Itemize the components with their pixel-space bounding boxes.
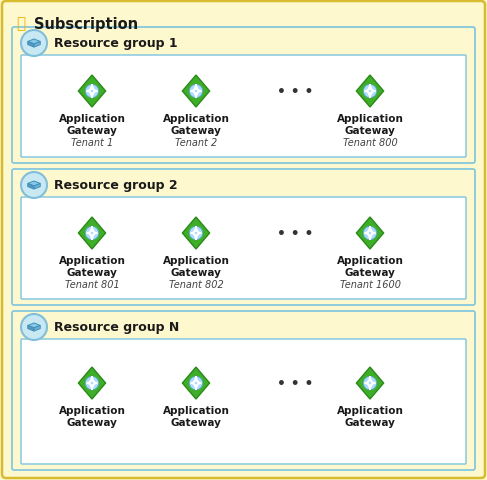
Text: Tenant 800: Tenant 800 — [343, 138, 397, 148]
Circle shape — [21, 31, 47, 57]
Text: Subscription: Subscription — [34, 17, 138, 32]
Polygon shape — [34, 42, 40, 48]
Circle shape — [363, 85, 377, 98]
Polygon shape — [34, 326, 40, 331]
Text: Gateway: Gateway — [67, 417, 117, 427]
FancyBboxPatch shape — [12, 28, 475, 164]
Polygon shape — [78, 217, 106, 250]
Circle shape — [85, 376, 99, 390]
Polygon shape — [34, 184, 40, 190]
Text: Tenant 1: Tenant 1 — [71, 138, 113, 148]
FancyBboxPatch shape — [21, 198, 466, 300]
Text: Application: Application — [337, 405, 403, 415]
Circle shape — [85, 85, 99, 98]
FancyBboxPatch shape — [12, 312, 475, 470]
Text: Application: Application — [337, 114, 403, 124]
Polygon shape — [183, 217, 209, 250]
FancyBboxPatch shape — [12, 169, 475, 305]
Polygon shape — [78, 76, 106, 108]
Text: Application: Application — [163, 255, 229, 265]
Text: Gateway: Gateway — [345, 126, 395, 136]
Text: Resource group 2: Resource group 2 — [54, 179, 178, 192]
Text: • • •: • • • — [277, 85, 313, 99]
Circle shape — [363, 376, 377, 390]
Text: • • •: • • • — [277, 376, 313, 390]
Text: • • •: • • • — [277, 227, 313, 240]
Circle shape — [363, 227, 377, 240]
Circle shape — [189, 85, 203, 98]
Polygon shape — [356, 217, 384, 250]
Text: Tenant 802: Tenant 802 — [169, 279, 224, 289]
Polygon shape — [183, 367, 209, 399]
Circle shape — [21, 173, 47, 199]
Polygon shape — [356, 76, 384, 108]
Polygon shape — [28, 184, 34, 190]
Text: Gateway: Gateway — [345, 417, 395, 427]
Text: Tenant 801: Tenant 801 — [65, 279, 119, 289]
Text: Tenant 1600: Tenant 1600 — [339, 279, 400, 289]
Circle shape — [189, 227, 203, 240]
Text: Resource group 1: Resource group 1 — [54, 37, 178, 50]
Text: Application: Application — [163, 114, 229, 124]
Polygon shape — [78, 367, 106, 399]
Polygon shape — [183, 76, 209, 108]
Polygon shape — [28, 326, 34, 331]
Polygon shape — [356, 367, 384, 399]
Text: Gateway: Gateway — [170, 267, 222, 277]
FancyBboxPatch shape — [21, 339, 466, 464]
Circle shape — [21, 314, 47, 340]
Text: Application: Application — [58, 114, 126, 124]
FancyBboxPatch shape — [21, 56, 466, 157]
Polygon shape — [28, 323, 40, 328]
Text: Gateway: Gateway — [345, 267, 395, 277]
Text: Gateway: Gateway — [170, 417, 222, 427]
Text: 🔑: 🔑 — [16, 16, 25, 31]
Text: Gateway: Gateway — [67, 267, 117, 277]
Text: Application: Application — [163, 405, 229, 415]
Polygon shape — [28, 181, 40, 187]
Text: Tenant 2: Tenant 2 — [175, 138, 217, 148]
Circle shape — [85, 227, 99, 240]
Polygon shape — [28, 40, 40, 45]
Polygon shape — [28, 42, 34, 48]
Text: Application: Application — [58, 255, 126, 265]
Text: Resource group N: Resource group N — [54, 321, 179, 334]
Text: Gateway: Gateway — [170, 126, 222, 136]
Text: Gateway: Gateway — [67, 126, 117, 136]
Text: Application: Application — [337, 255, 403, 265]
Text: Application: Application — [58, 405, 126, 415]
Circle shape — [189, 376, 203, 390]
